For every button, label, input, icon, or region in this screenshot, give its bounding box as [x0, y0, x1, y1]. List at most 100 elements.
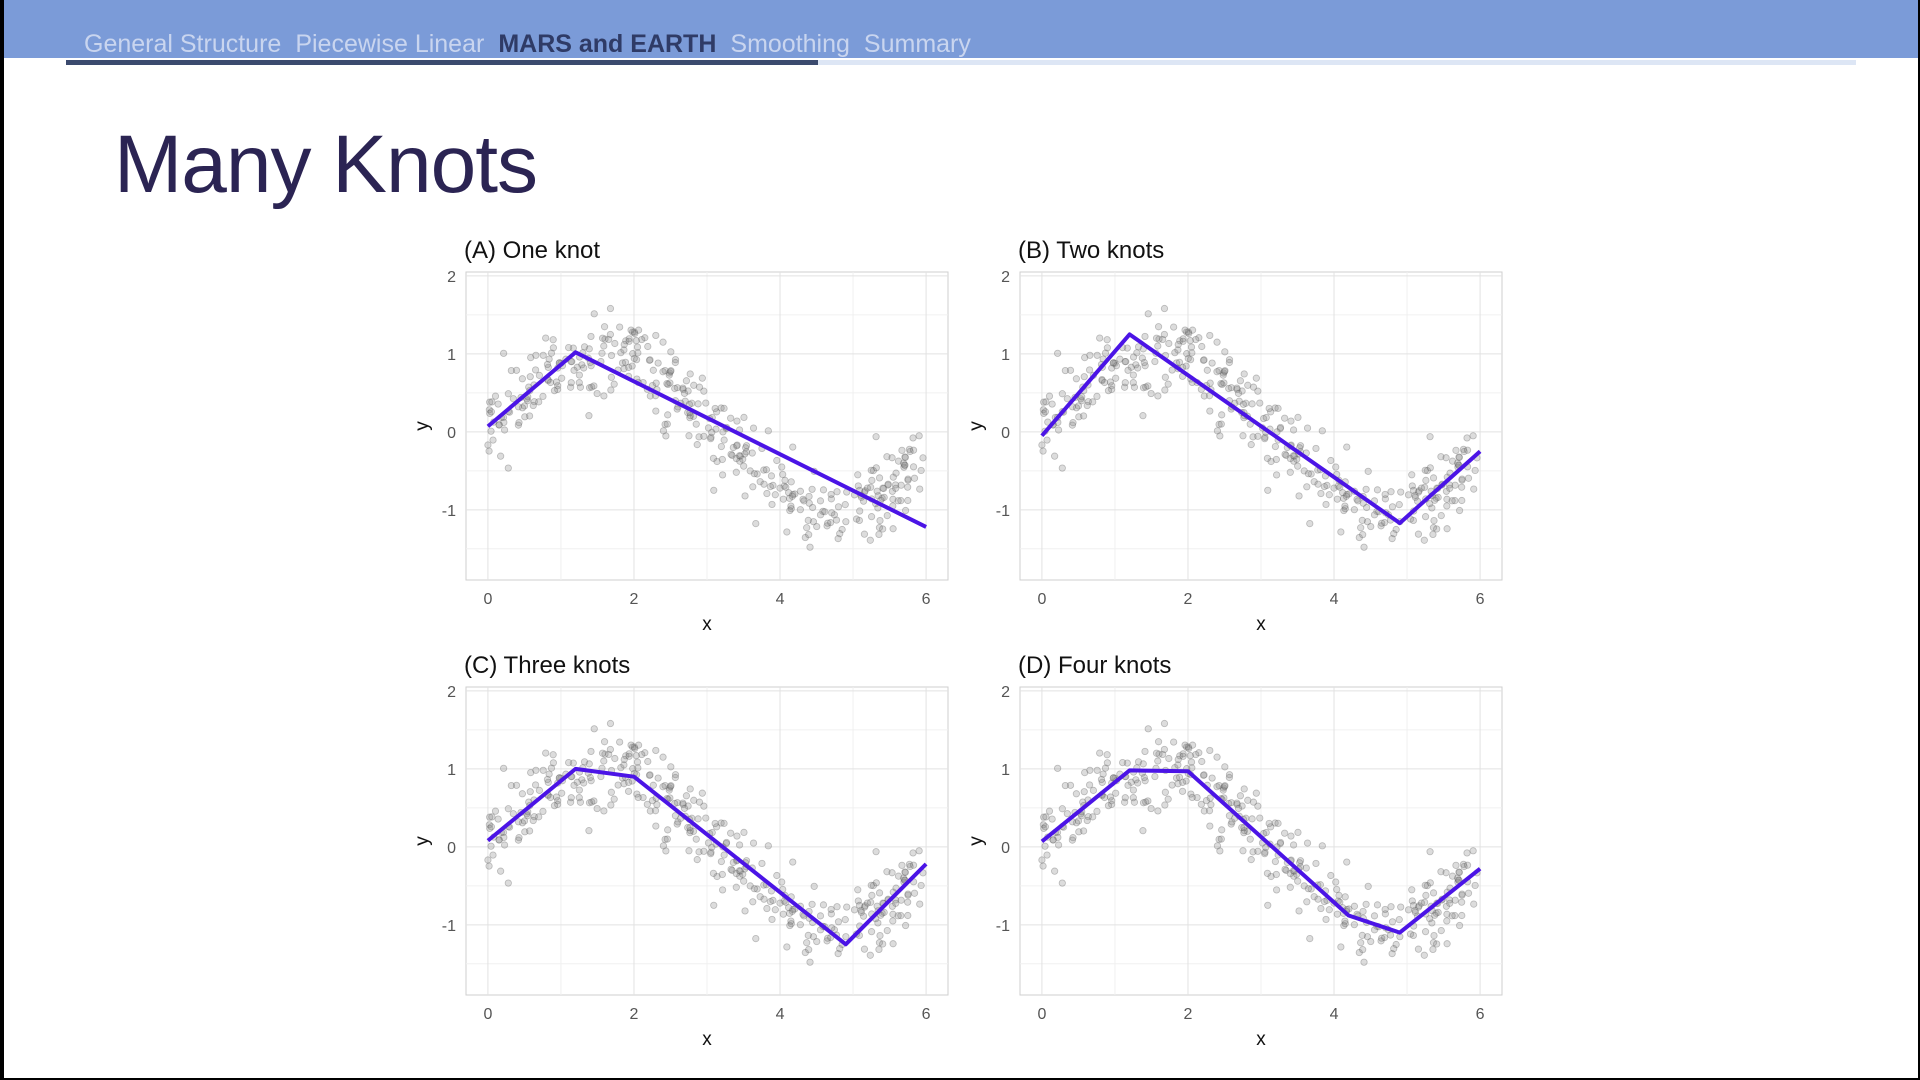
data-point [773, 871, 781, 880]
data-point [736, 872, 744, 880]
data-point [649, 366, 657, 374]
data-point [1108, 800, 1116, 809]
data-point [692, 420, 700, 428]
data-point [897, 896, 905, 904]
data-point [1263, 869, 1272, 877]
data-point [1077, 395, 1085, 403]
data-point [729, 443, 737, 452]
data-point [1178, 787, 1187, 795]
data-point [1359, 531, 1367, 539]
data-point [1341, 505, 1349, 513]
data-point [600, 342, 608, 350]
data-point [900, 463, 908, 471]
data-point [1281, 865, 1289, 873]
data-point [1182, 328, 1191, 336]
data-point [868, 476, 876, 485]
data-point [489, 851, 497, 859]
data-point [1442, 869, 1450, 877]
data-point [1453, 874, 1462, 882]
data-point [1227, 820, 1235, 828]
data-point [1421, 928, 1430, 936]
data-point [787, 920, 795, 928]
data-point [1069, 419, 1077, 427]
data-point [1271, 819, 1279, 827]
data-point [1363, 518, 1372, 526]
data-point [838, 525, 846, 534]
panel-title: (C) Three knots [464, 652, 630, 679]
data-point [1443, 917, 1451, 925]
data-point [593, 804, 601, 813]
data-point [1213, 427, 1222, 435]
nav-smoothing[interactable]: Smoothing [730, 30, 850, 58]
data-point [733, 442, 741, 450]
data-point [854, 886, 862, 894]
y-tick-label: 2 [1001, 269, 1010, 286]
data-point [739, 455, 747, 463]
data-point [1243, 827, 1252, 835]
nav-mars-and-earth[interactable]: MARS and EARTH [498, 30, 717, 58]
data-point [879, 484, 887, 492]
data-point [546, 378, 555, 387]
data-point [671, 773, 679, 782]
data-point [1448, 457, 1457, 465]
data-point [515, 419, 523, 427]
data-point [1144, 382, 1152, 390]
data-point [570, 781, 578, 789]
data-point [694, 400, 702, 408]
data-point [1442, 902, 1451, 910]
data-point [1367, 937, 1375, 946]
data-point [1256, 399, 1264, 407]
data-point [646, 807, 654, 815]
data-point [630, 354, 638, 363]
data-point [569, 759, 577, 767]
data-point [607, 788, 615, 796]
data-point [605, 750, 613, 759]
data-point [809, 503, 817, 512]
data-point [652, 746, 660, 755]
data-point [1340, 506, 1348, 515]
data-point [1213, 338, 1221, 346]
data-point [624, 787, 633, 795]
data-point [673, 405, 681, 413]
data-point [1238, 802, 1246, 810]
data-point [1081, 768, 1089, 777]
data-point [1188, 793, 1196, 802]
nav-general-structure[interactable]: General Structure [84, 30, 282, 58]
data-point [1248, 815, 1256, 823]
data-point [1420, 536, 1428, 544]
data-point [518, 404, 527, 412]
data-point [1225, 773, 1233, 782]
data-point [1422, 891, 1430, 900]
data-point [1455, 453, 1463, 462]
data-point [1200, 356, 1208, 364]
nav-piecewise-linear[interactable]: Piecewise Linear [295, 30, 485, 58]
data-point [1271, 404, 1279, 412]
data-point [884, 480, 892, 488]
data-point [1096, 749, 1104, 757]
data-point [1388, 535, 1396, 543]
data-point [1049, 836, 1057, 844]
data-point [1463, 861, 1472, 869]
data-point [1421, 466, 1429, 474]
data-point [1458, 483, 1466, 491]
data-point [550, 387, 559, 395]
data-point [1411, 493, 1419, 501]
data-point [783, 943, 791, 951]
data-point [509, 810, 517, 818]
data-point [852, 515, 861, 523]
data-point [1165, 754, 1173, 763]
data-point [1392, 525, 1400, 534]
nav-summary[interactable]: Summary [863, 30, 971, 58]
data-point [1165, 339, 1173, 348]
data-point [1045, 807, 1054, 815]
data-point [1443, 910, 1451, 918]
data-point [620, 346, 628, 354]
data-point [1218, 380, 1226, 389]
data-point [901, 461, 909, 469]
data-point [554, 382, 562, 390]
data-point [1206, 407, 1214, 415]
data-point [850, 906, 859, 914]
data-point [485, 821, 493, 829]
data-point [1142, 798, 1150, 806]
data-point [884, 481, 892, 489]
